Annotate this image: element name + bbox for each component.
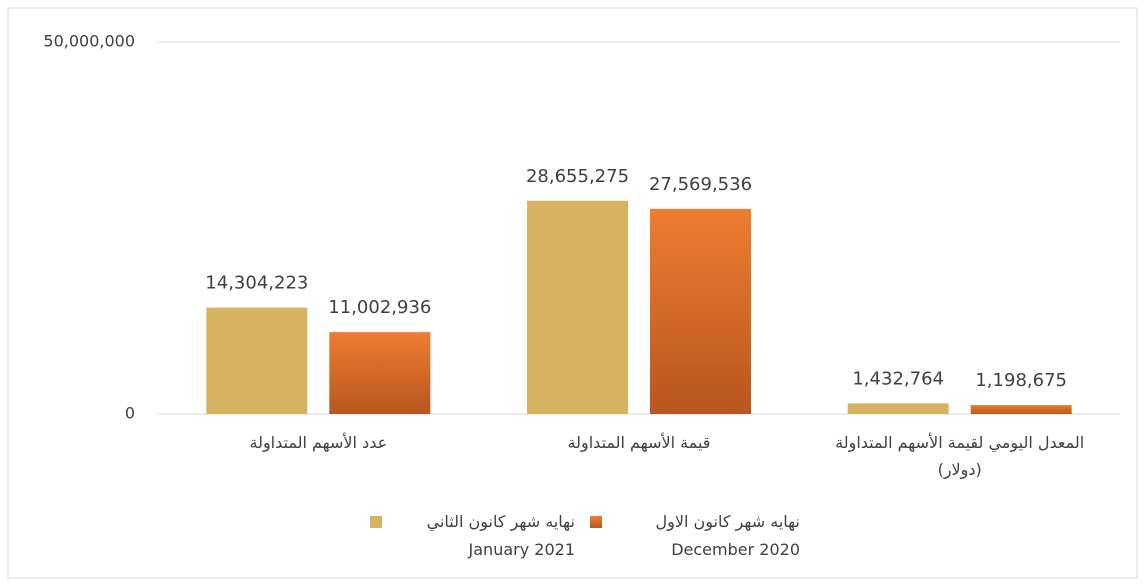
- bar: [847, 403, 949, 414]
- value-label: 28,655,275: [526, 166, 629, 187]
- legend-swatch: [590, 516, 602, 528]
- x-tick-label: المعدل اليومي لقيمة الأسهم المتداولة (دول…: [835, 432, 1084, 480]
- value-label: 11,002,936: [328, 297, 431, 318]
- y-tick-label: 0: [125, 404, 135, 423]
- bar: [527, 200, 628, 414]
- value-label: 27,569,536: [649, 174, 752, 195]
- value-label: 1,432,764: [852, 368, 944, 389]
- bar: [650, 208, 751, 414]
- legend-label: نهايه شهر كانون الثاني January 2021: [427, 512, 575, 559]
- bar: [970, 405, 1072, 414]
- y-tick-label: 50,000,000: [43, 32, 135, 51]
- x-tick-label: عدد الأسهم المتداولة: [249, 432, 387, 453]
- legend-swatch: [370, 516, 382, 528]
- bar: [329, 332, 431, 414]
- value-label: 14,304,223: [205, 273, 308, 294]
- value-label: 1,198,675: [975, 370, 1067, 391]
- x-tick-label: قيمة الأسهم المتداولة: [568, 432, 711, 453]
- bar: [206, 307, 308, 414]
- legend-label: نهايه شهر كانون الاول December 2020: [656, 512, 800, 559]
